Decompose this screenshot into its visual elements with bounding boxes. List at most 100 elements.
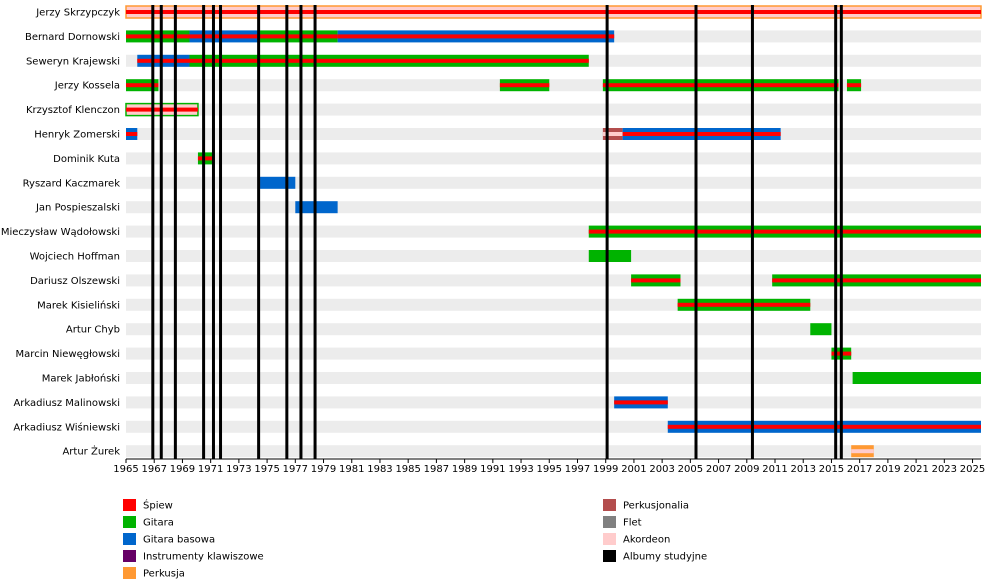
x-tick-label: 1997 [565, 464, 590, 475]
legend-swatch [123, 499, 136, 511]
row-background [126, 103, 981, 116]
row-background [126, 274, 981, 287]
legend-swatch [123, 550, 136, 562]
x-tick-label: 1965 [113, 464, 138, 475]
x-tick-label: 2019 [875, 464, 900, 475]
x-tick-label: 1967 [141, 464, 166, 475]
legend-swatch [603, 499, 616, 511]
row-backgrounds [126, 6, 981, 458]
x-tick-label: 1979 [311, 464, 336, 475]
x-tick-label: 2009 [734, 464, 759, 475]
x-tick-label: 2021 [903, 464, 928, 475]
member-bar-vocals-stripe [499, 83, 550, 88]
member-label: Mieczysław Wądołowski [1, 227, 120, 238]
legend-label: Flet [623, 518, 642, 529]
member-label: Artur Żurek [62, 445, 120, 458]
legend-label: Perkusja [143, 569, 185, 580]
x-tick-label: 1981 [339, 464, 364, 475]
member-bar-vocals-stripe [126, 10, 981, 14]
legend-label: Śpiew [143, 499, 173, 512]
member-label: Bernard Dornowski [25, 32, 120, 43]
x-tick-label: 1971 [198, 464, 223, 475]
member-label: Dominik Kuta [53, 154, 120, 165]
x-tick-label: 1977 [283, 464, 308, 475]
member-bar-vocals-stripe [602, 132, 623, 136]
legend-swatch [603, 533, 616, 545]
member-bar-vocals-stripe [126, 83, 159, 88]
x-tick-label: 1999 [593, 464, 618, 475]
member-label: Artur Chyb [66, 325, 120, 336]
member-bar-vocals-stripe [772, 278, 981, 283]
legend-label: Gitara basowa [143, 535, 215, 546]
x-tick-label: 1985 [395, 464, 420, 475]
row-background [126, 201, 981, 214]
member-label: Arkadiusz Malinowski [13, 398, 120, 409]
legend-swatch [123, 533, 136, 545]
member-label: Marek Jabłoński [42, 373, 120, 385]
member-label: Krzysztof Klenczon [26, 105, 120, 116]
x-tick-label: 1989 [452, 464, 477, 475]
member-label: Henryk Zomerski [34, 130, 120, 141]
member-bar-vocals-stripe [189, 58, 589, 63]
member-bar-vocals-stripe [602, 83, 839, 88]
member-bar-vocals-stripe [631, 278, 681, 283]
member-label: Wojciech Hoffman [30, 252, 120, 263]
legend-swatch [123, 516, 136, 528]
member-bar [810, 323, 832, 336]
member-label: Arkadiusz Wiśniewski [13, 421, 120, 433]
legend-swatch [123, 567, 136, 579]
x-tick-label: 2001 [621, 464, 646, 475]
row-background [126, 298, 981, 311]
member-bar [852, 372, 981, 384]
legend-label: Perkusjonalia [623, 501, 689, 512]
member-bars [125, 5, 982, 458]
x-tick-label: 1993 [508, 464, 533, 475]
member-labels: Jerzy Skrzypczyk Bernard Dornowski Seweryn… [1, 8, 120, 458]
member-bar-vocals-stripe [126, 132, 138, 136]
member-label: Marcin Niewęgłowski [16, 349, 120, 360]
member-label: Jerzy Skrzypczyk [35, 8, 120, 19]
x-tick-label: 2025 [960, 464, 985, 475]
member-bar-vocals-stripe [614, 400, 668, 405]
member-bar-vocals-stripe [846, 83, 862, 88]
legend-label: Albumy studyjne [623, 552, 707, 563]
x-tick-label: 2015 [819, 464, 844, 475]
row-background [126, 176, 981, 189]
x-axis: 1965 1967 1969 1971 1973 1975 1977 1979 1981 1983… [113, 458, 985, 475]
member-label: Ryszard Kaczmarek [23, 178, 121, 189]
member-bar-vocals-stripe [126, 34, 190, 39]
legend-label: Instrumenty klawiszowe [143, 552, 264, 563]
x-tick-label: 2007 [706, 464, 731, 475]
row-background [126, 152, 981, 165]
row-background [126, 445, 981, 458]
member-bar-vocals-stripe [189, 34, 261, 39]
x-tick-label: 2013 [791, 464, 816, 475]
x-tick-label: 1991 [480, 464, 505, 475]
member-label: Dariusz Olszewski [30, 276, 120, 287]
x-tick-label: 1969 [170, 464, 195, 475]
x-tick-label: 1973 [226, 464, 251, 475]
row-background [126, 372, 981, 384]
member-bar [588, 250, 632, 262]
legend-label: Gitara [143, 518, 174, 529]
member-label: Marek Kisieliński [37, 299, 120, 311]
member-bar-vocals-stripe [137, 58, 190, 63]
member-label: Jan Pospieszalski [35, 203, 120, 214]
member-label: Seweryn Krajewski [26, 56, 120, 67]
row-background [126, 323, 981, 336]
member-bar [260, 176, 296, 189]
member-bar-vocals-stripe [337, 34, 615, 39]
member-bar-vocals-stripe [851, 449, 874, 454]
x-tick-label: 2011 [762, 464, 787, 475]
row-background [126, 347, 981, 360]
x-tick-label: 2003 [649, 464, 674, 475]
x-tick-label: 2023 [932, 464, 957, 475]
member-label: Jerzy Kossela [54, 81, 120, 92]
x-tick-label: 2017 [847, 464, 872, 475]
member-bar-vocals-stripe [622, 132, 781, 136]
legend: Śpiew Gitara Gitara basowa Instrumenty klaw… [123, 499, 707, 580]
legend-label: Akordeon [623, 535, 670, 546]
x-tick-label: 1975 [254, 464, 279, 475]
album-lines [151, 5, 843, 459]
